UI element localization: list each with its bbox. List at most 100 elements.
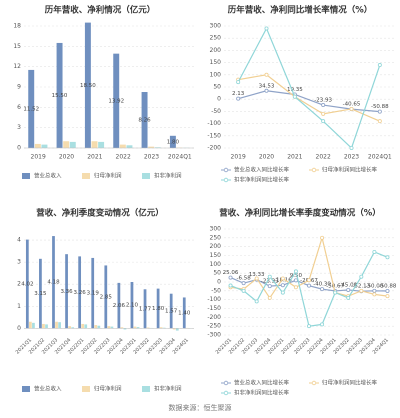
point: [254, 276, 259, 281]
line: [238, 74, 381, 122]
legend-label: 归母净利润: [94, 385, 122, 393]
point: [307, 278, 312, 283]
legend-label: 扣非净利润: [154, 172, 182, 180]
legend-label: 扣非净利润: [154, 385, 182, 393]
bar: [39, 258, 42, 329]
x-tick-label: 2022: [316, 154, 331, 161]
y-tick-label: -100: [207, 296, 221, 303]
legend-label: 营业总收入: [34, 385, 62, 393]
bar: [78, 256, 82, 329]
bar: [117, 282, 121, 329]
point: [320, 322, 325, 327]
y-tick-label: 100: [210, 261, 222, 268]
y-tick-label: 3: [17, 124, 21, 131]
bar: [143, 289, 147, 329]
bar: [182, 297, 186, 329]
point: [346, 287, 351, 292]
bar: [110, 326, 114, 329]
point: [372, 292, 377, 297]
x-tick-label: 2021: [87, 154, 102, 161]
bar: [63, 141, 70, 148]
bar: [91, 257, 95, 329]
point: [241, 281, 246, 286]
bar: [58, 322, 61, 329]
point: [377, 109, 382, 114]
data-label: 2.85: [100, 294, 113, 300]
data-label: 1.80: [167, 139, 180, 145]
point: [241, 288, 246, 293]
point: [377, 63, 382, 68]
y-tick-label: 50: [213, 84, 221, 91]
bar: [130, 282, 134, 329]
point: [377, 119, 382, 124]
legend-swatch: [142, 386, 150, 392]
bar: [113, 53, 120, 148]
point: [359, 274, 364, 279]
bar: [65, 254, 68, 329]
bar: [120, 327, 124, 329]
legend-label: 归母净利润: [94, 172, 122, 180]
point: [307, 283, 312, 288]
data-label: 1.40: [178, 310, 191, 316]
point: [359, 288, 364, 293]
data-label: -50.88: [379, 283, 397, 289]
bar: [69, 141, 76, 148]
point: [349, 106, 354, 111]
x-tick-label: 2019: [31, 154, 46, 161]
bar: [141, 92, 148, 148]
line: [237, 27, 381, 150]
point: [346, 295, 351, 300]
y-tick-label: 6: [17, 104, 21, 111]
x-tick-label: 2022: [116, 154, 131, 161]
point: [280, 276, 285, 281]
data-label: -45.00: [339, 282, 357, 288]
y-tick-label: 100: [210, 71, 222, 78]
chart-title: 营收、净利同比增长率季度变动情况（%）: [219, 208, 381, 219]
x-tick-label: 2024Q1: [168, 154, 192, 161]
bar: [154, 147, 161, 148]
bar: [136, 327, 140, 329]
bar: [29, 321, 32, 329]
data-label: 3.19: [87, 291, 100, 297]
point: [333, 290, 338, 295]
y-tick-label: 200: [210, 47, 222, 54]
point: [293, 285, 298, 290]
x-tick-label: 2019: [231, 154, 246, 161]
point: [385, 255, 390, 260]
point: [349, 145, 354, 150]
bar: [25, 239, 29, 329]
legend-swatch: [82, 173, 90, 179]
legend-swatch: [311, 167, 317, 173]
point: [321, 103, 326, 108]
y-tick-label: 3: [17, 259, 21, 266]
x-tick-label: 2020: [59, 154, 74, 161]
data-label: 1.80: [152, 306, 165, 312]
data-label: 4.02: [21, 281, 33, 287]
bar: [133, 326, 137, 329]
data-label: 3.36: [60, 289, 73, 295]
point: [372, 249, 377, 254]
bar: [71, 327, 75, 329]
x-tick-label: 2023: [344, 154, 359, 161]
y-tick-label: 0: [17, 145, 21, 152]
y-tick-label: 150: [210, 252, 222, 259]
x-tick-label: 2020: [259, 154, 274, 161]
bar: [97, 325, 101, 329]
y-tick-label: 200: [210, 243, 222, 250]
bar: [119, 144, 126, 148]
point: [228, 283, 233, 288]
bar: [32, 322, 35, 329]
bar: [84, 324, 88, 329]
data-label: 2.10: [126, 303, 139, 309]
bar: [126, 145, 133, 148]
bar: [81, 323, 85, 329]
legend-swatch: [311, 380, 317, 386]
bar: [107, 326, 111, 329]
bar: [156, 288, 160, 329]
point: [321, 119, 326, 124]
bar: [169, 293, 173, 329]
legend-label: 归母净利润同比增长率: [322, 379, 378, 387]
y-tick-label: 250: [210, 35, 222, 42]
point: [254, 299, 259, 304]
